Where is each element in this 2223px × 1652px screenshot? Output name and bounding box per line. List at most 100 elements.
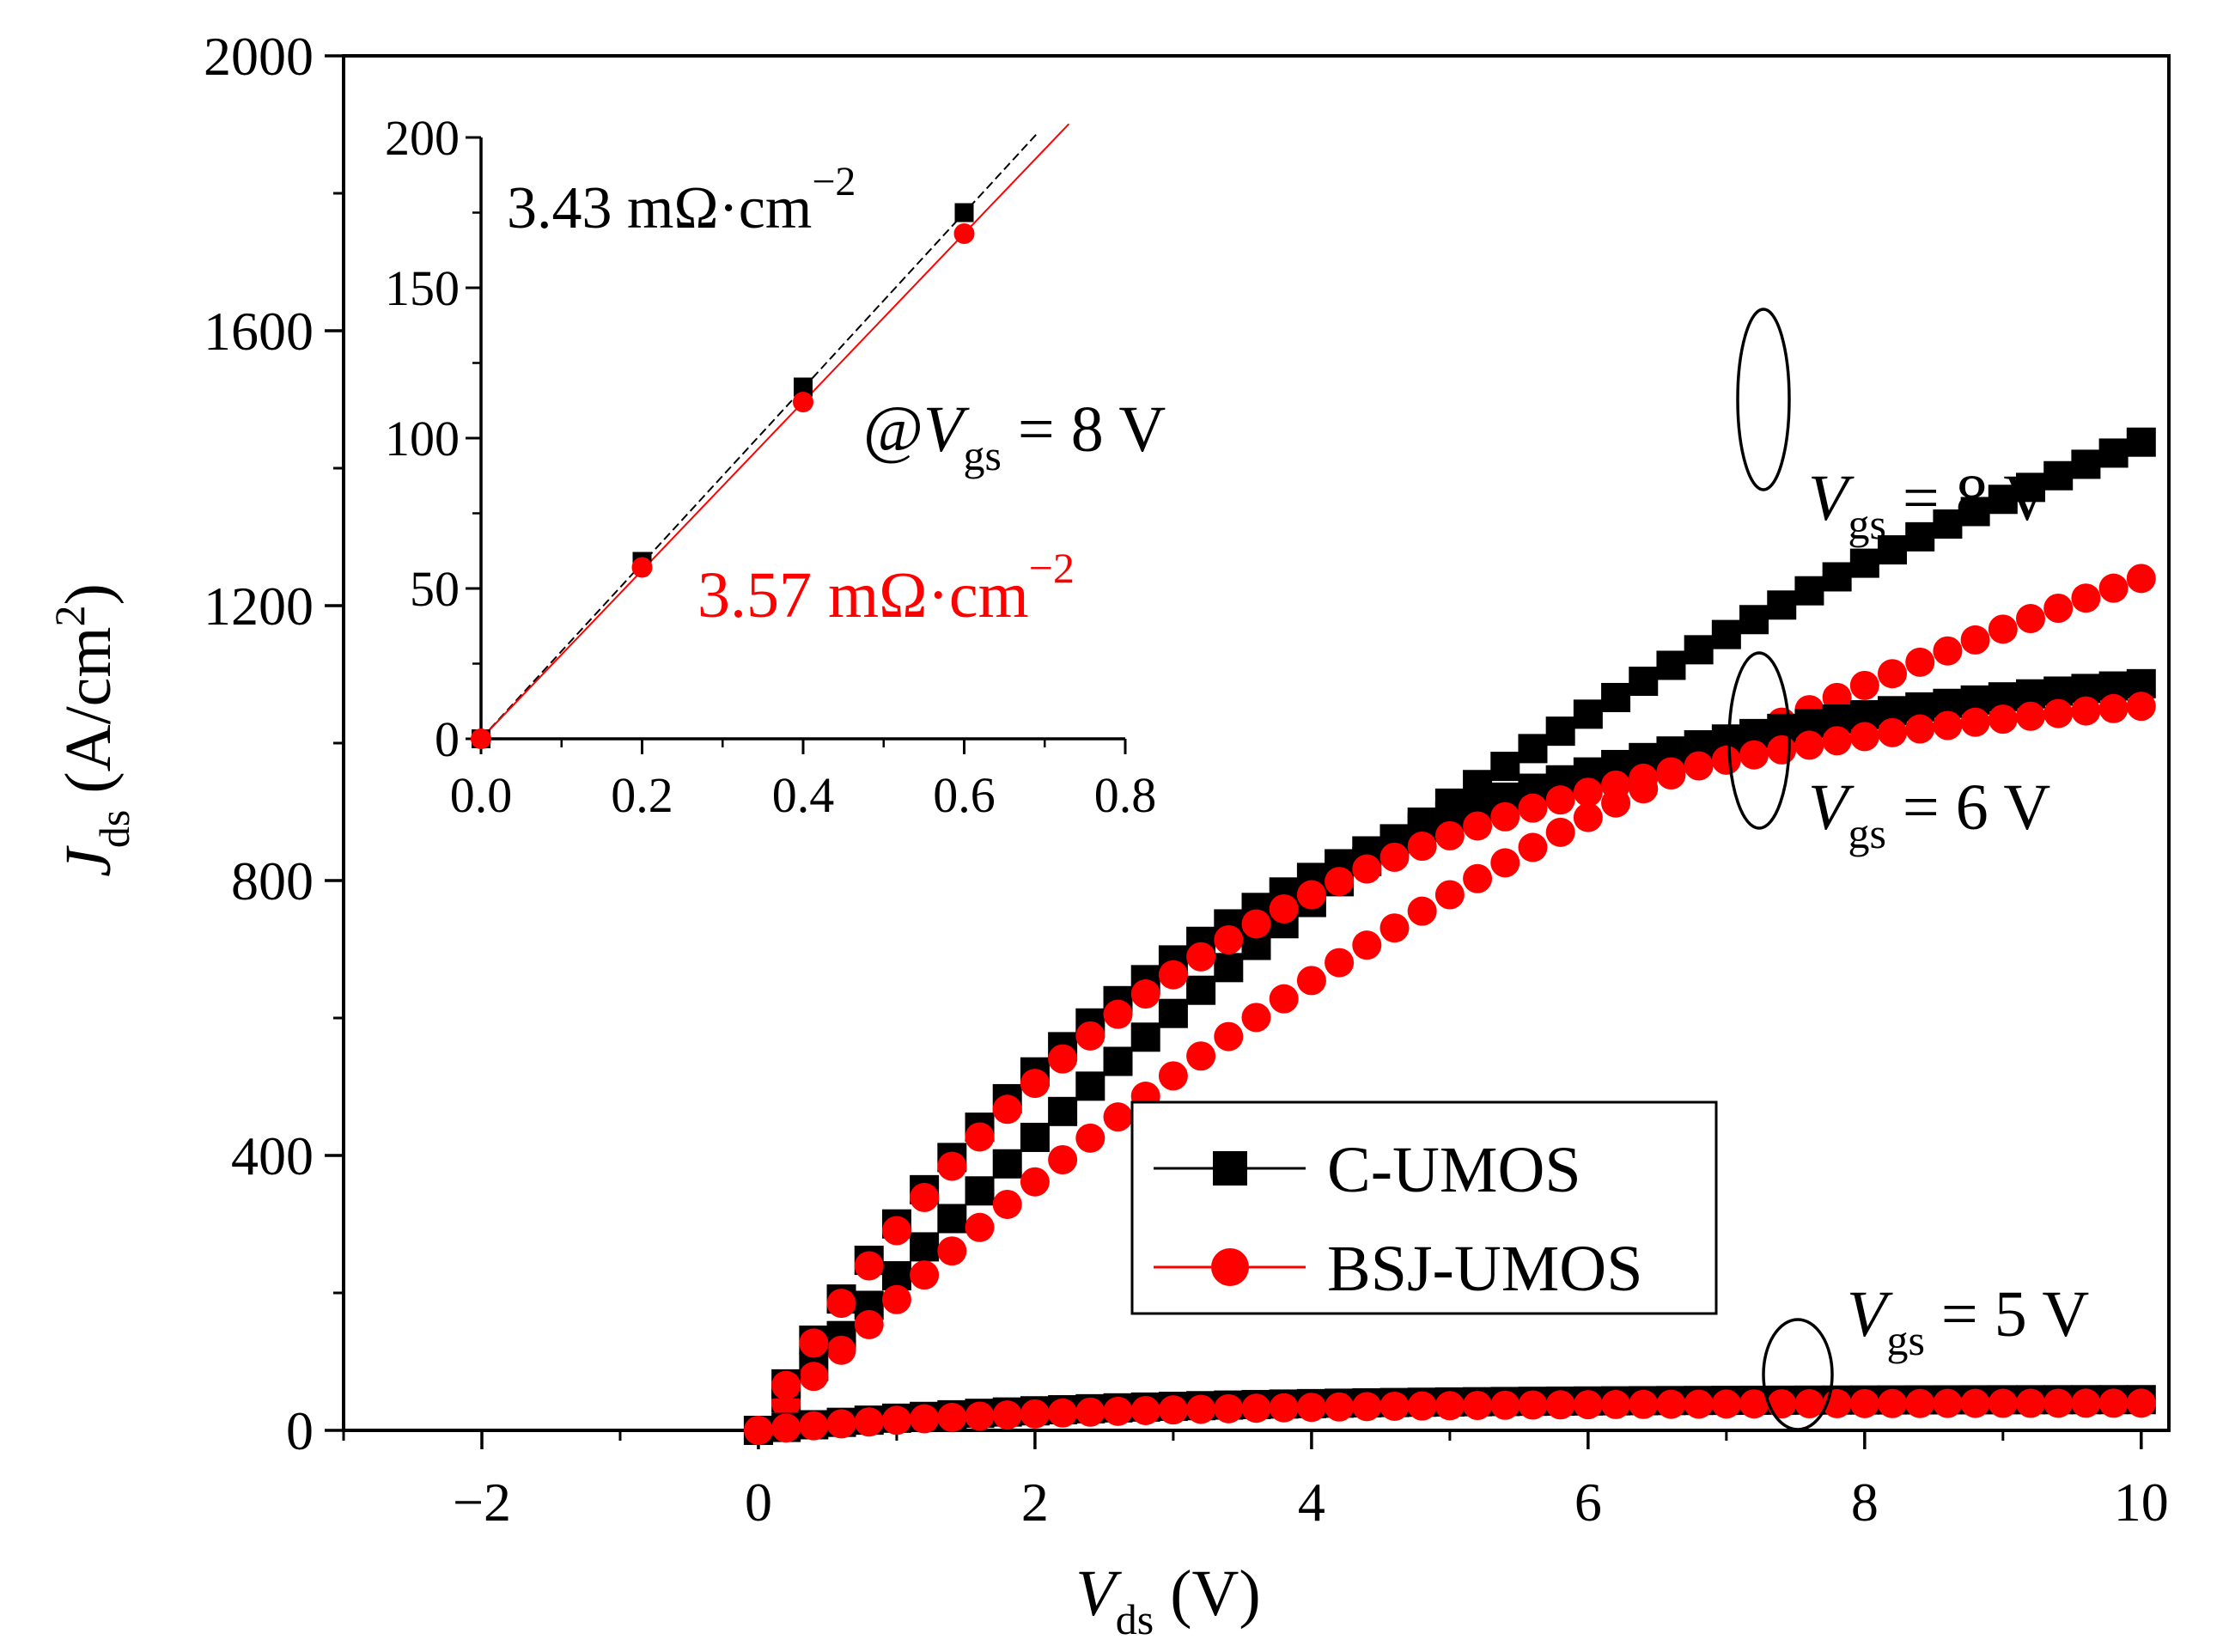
data-point [1905,1388,1935,1418]
main-y-tick-label: 1600 [204,301,314,362]
data-point [1933,710,1963,741]
data-point [1545,817,1575,847]
inset-data-point [954,203,974,223]
data-point [965,1401,995,1431]
main-x-tick-label: 10 [2114,1472,2169,1533]
legend-entry-c-umos: C-UMOS [1154,1134,1581,1206]
data-point [1048,1044,1078,1074]
data-point [1103,1396,1133,1426]
data-point [1463,1391,1493,1421]
data-point [1434,1391,1465,1421]
data-point [1656,1389,1686,1419]
data-point [1960,707,1990,737]
data-point [854,1251,884,1281]
inset-x-tick-label: 0.6 [933,767,996,823]
series-bsj-umos-vgs-6v [743,692,2156,1445]
data-point [1103,1102,1133,1132]
data-point [1767,735,1797,765]
data-point [1241,909,1271,939]
data-point [1020,1167,1050,1197]
data-point [1822,562,1852,592]
data-point [1103,1046,1133,1076]
data-point [1573,699,1603,729]
data-point [1601,682,1631,712]
inset-data-point [793,392,813,412]
legend-marker-bsj-umos [1211,1248,1249,1286]
inset-background [481,137,1125,739]
data-point [826,1289,856,1319]
data-point [2071,449,2101,479]
data-point [1988,614,2018,644]
data-point [1434,880,1465,910]
data-point [1933,636,1963,666]
data-point [1988,704,2018,735]
inset-y-tick-label: 100 [385,411,460,466]
data-point [992,1400,1022,1430]
data-point [1269,1393,1299,1423]
data-point [1518,832,1548,863]
inset-y-tick-labels: 0 50 100 150 200 [385,110,460,767]
legend: C-UMOS BSJ-UMOS [1130,1100,1718,1315]
ellipse-vgs8 [1736,308,1791,491]
data-point [2071,1388,2101,1418]
data-point [1767,1389,1797,1419]
data-point [1407,896,1437,926]
data-point [1407,1391,1437,1421]
data-point [743,1416,773,1445]
data-point [1960,1388,1990,1418]
data-point [965,1176,995,1206]
legend-label-c-umos: C-UMOS [1327,1134,1581,1206]
data-point [1629,667,1659,697]
data-point [2126,692,2156,722]
main-y-ticks [325,54,344,1432]
data-point [1960,497,1990,527]
data-point [1214,925,1244,955]
data-point [1214,1021,1244,1052]
inset-y-tick-label: 150 [385,260,460,316]
data-point [1325,948,1355,978]
data-point [1849,722,1879,752]
data-point [799,1328,829,1358]
data-point [881,1216,911,1246]
legend-marker-c-umos [1213,1151,1247,1186]
data-point [2126,427,2156,457]
data-point [1545,785,1575,815]
data-point [1601,1389,1631,1419]
ellipse-vgs6 [1727,651,1791,830]
x-axis-title: Vds (V) [1075,1558,1260,1643]
data-point [1518,793,1548,823]
legend-label-bsj-umos: BSJ-UMOS [1327,1233,1642,1305]
data-point [771,1370,801,1400]
data-point [1878,1388,1908,1418]
main-x-tick-label: 2 [1021,1472,1049,1533]
main-x-ticks [342,1430,2143,1449]
ellipse-vgs5 [1762,1318,1834,1431]
data-point [1573,802,1603,832]
inset-label-red-resistance: 3.57 mΩ·cm−2 [697,544,1075,631]
annotation-vgs5: Vgs = 5 V [1847,1278,2089,1364]
data-point [1573,777,1603,808]
data-point [1767,590,1797,620]
data-point [1849,670,1879,700]
data-point [1296,880,1326,910]
data-point [1214,1393,1244,1423]
inset-chart: 0.0 0.2 0.4 0.6 0.8 0 50 100 150 200 3.43 mΩ·cm−… [385,110,1166,823]
data-point [1296,966,1326,996]
data-point [1490,752,1520,782]
data-point [1352,854,1382,884]
data-point [2043,698,2074,728]
data-point [1878,717,1908,747]
data-point [1933,1388,1963,1418]
inset-data-point [631,557,653,578]
data-point [1629,1389,1659,1419]
inset-data-point [471,728,491,749]
main-x-tick-label: 8 [1851,1472,1879,1533]
data-point [910,1232,940,1262]
data-point [1325,1392,1355,1422]
data-point [992,1189,1022,1219]
legend-entry-bsj-umos: BSJ-UMOS [1154,1233,1642,1305]
data-point [1020,1069,1050,1099]
data-point [881,1284,911,1314]
data-point [910,1404,940,1434]
inset-x-tick-label: 0.0 [450,767,513,823]
